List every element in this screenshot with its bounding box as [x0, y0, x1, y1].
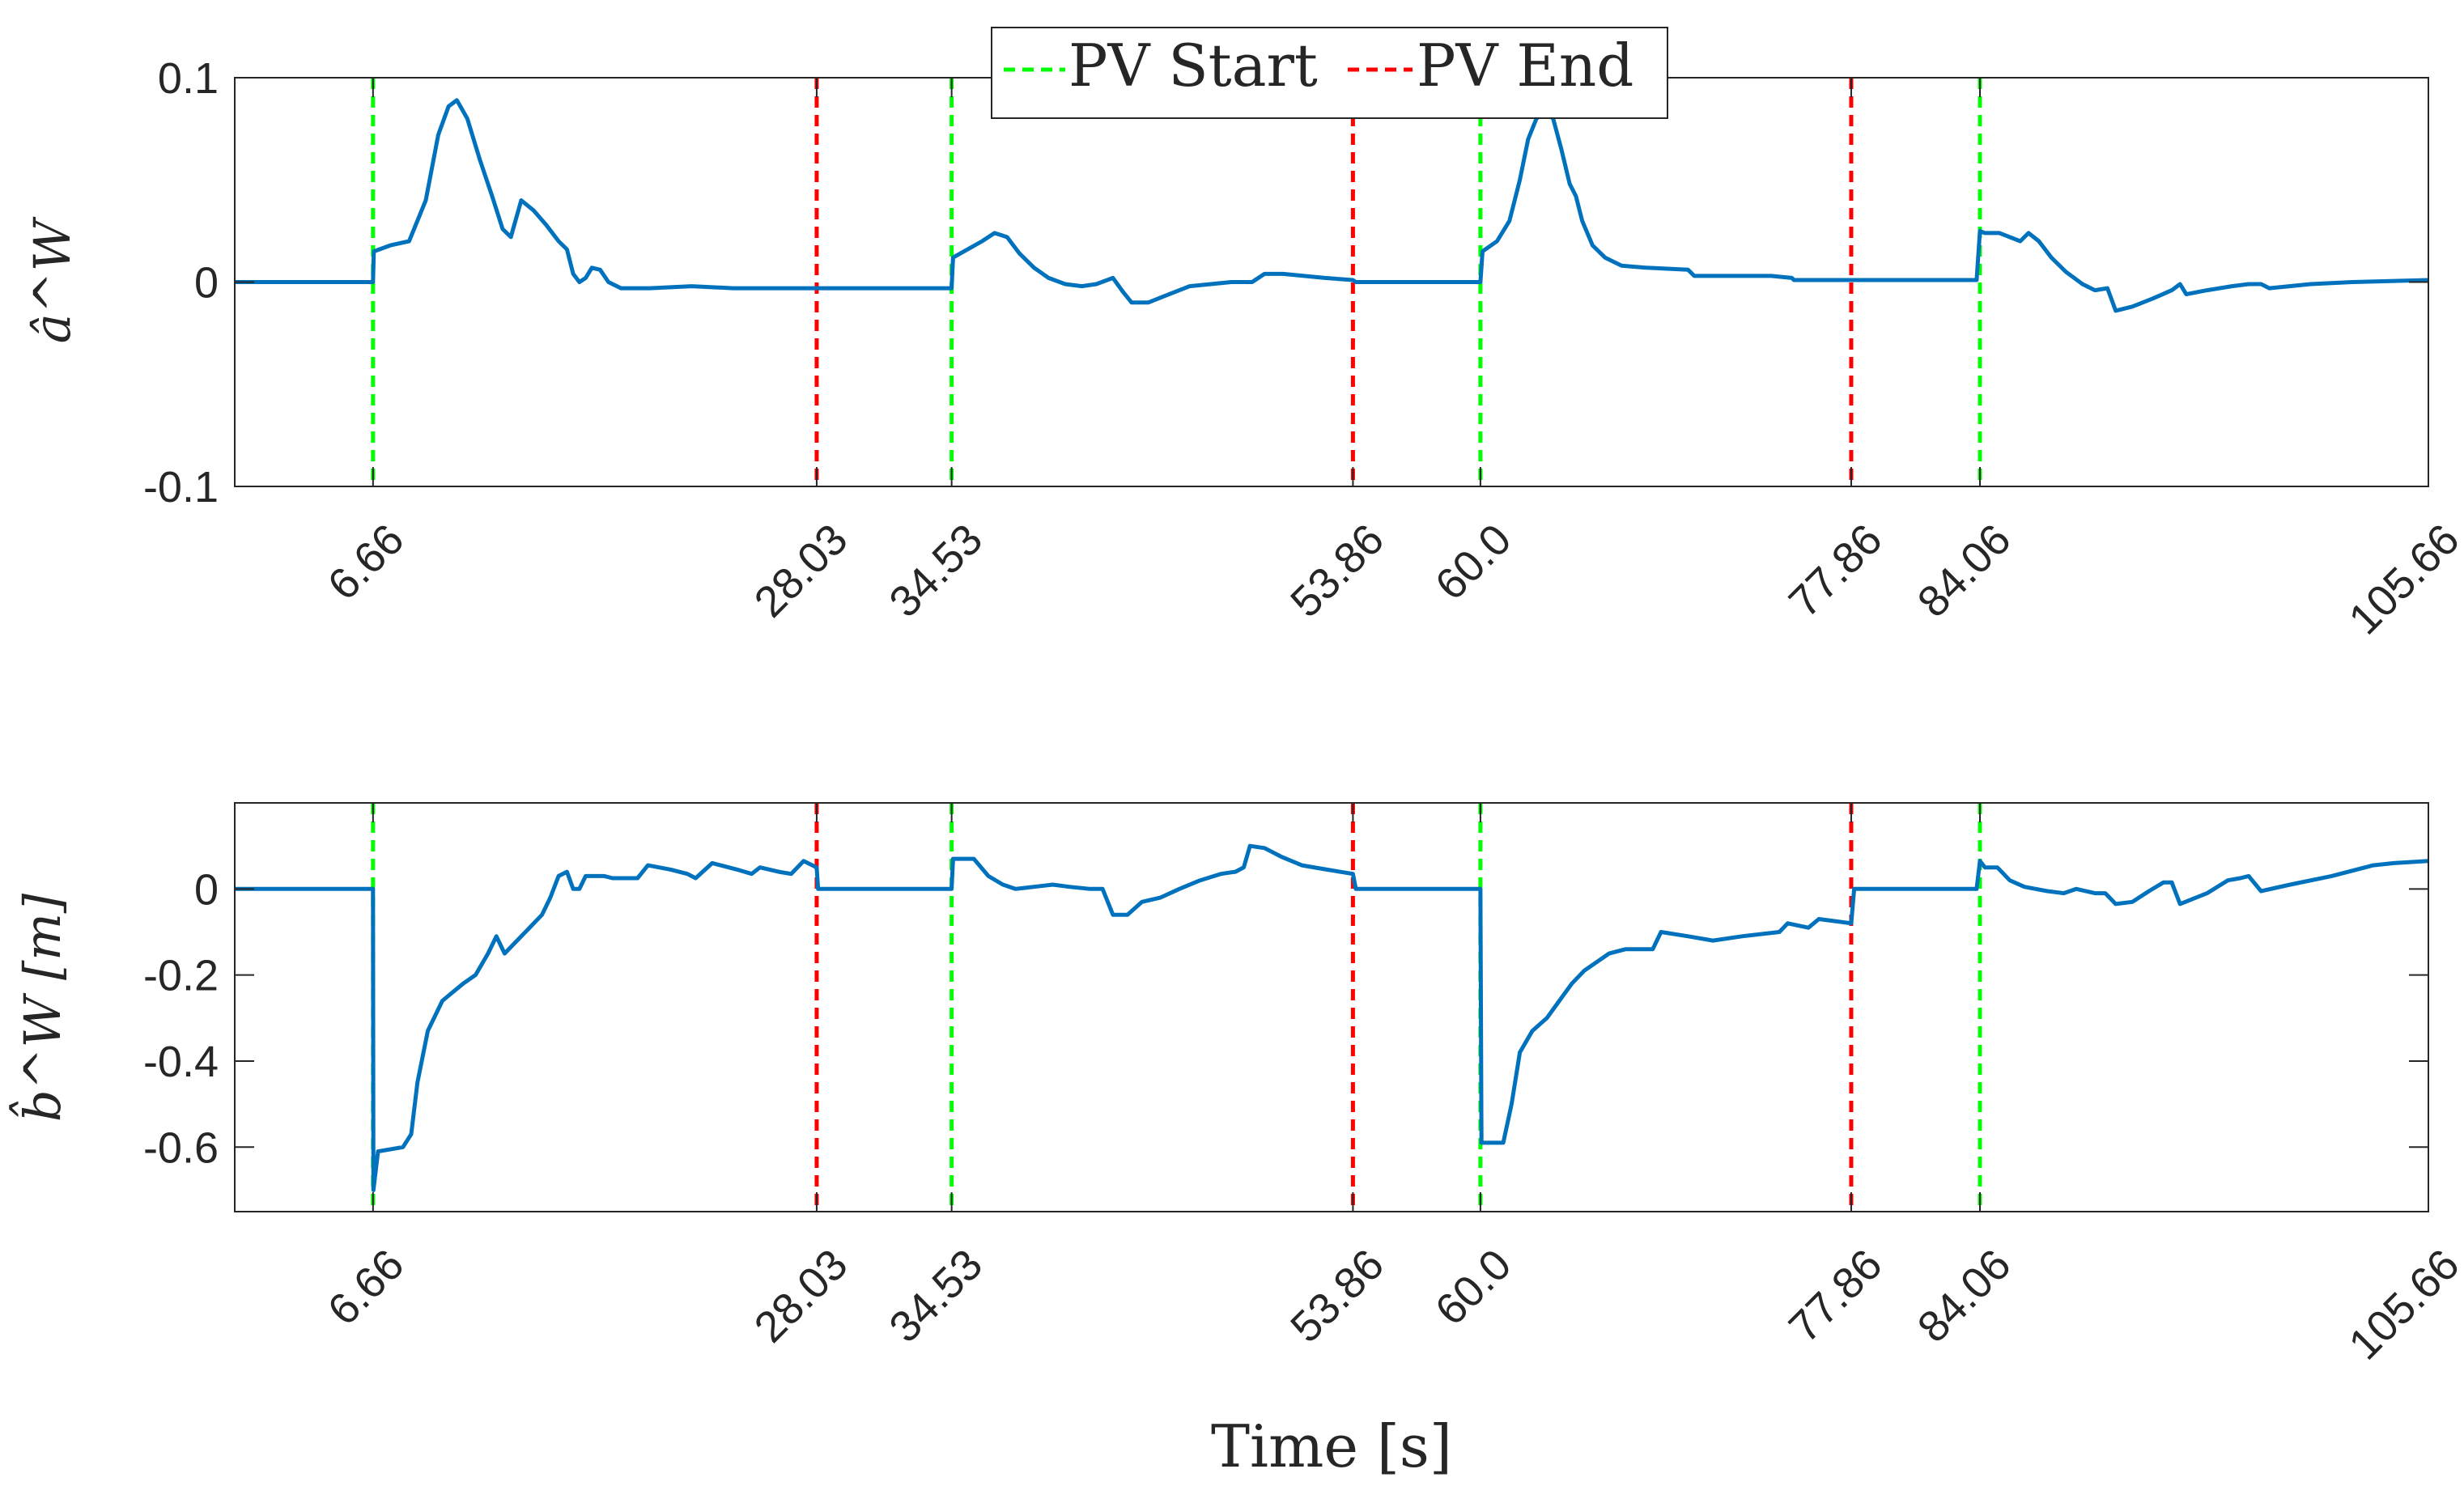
- legend: PV Start PV End: [991, 27, 1668, 119]
- bottom-xtick-label-0: 6.66: [319, 1240, 414, 1335]
- bottom-xlabel: Time [s]: [1211, 1412, 1452, 1480]
- top-xtick-label-5: 77.86: [1780, 515, 1892, 626]
- top-axes: -0.1 0 0.1 6.66 28.03 34.53 53.86 60.0 77.86 84.…: [23, 54, 2464, 643]
- bottom-xtick-label-5: 77.86: [1780, 1240, 1892, 1352]
- bottom-ytick-label-1: -0.4: [143, 1038, 219, 1086]
- bottom-xtick-label-3: 53.86: [1281, 1240, 1393, 1352]
- bottom-xtick-label-6: 84.06: [1909, 1240, 2020, 1352]
- top-xtick-label-7: 105.66: [2339, 515, 2464, 643]
- top-yticks: -0.1 0 0.1: [143, 54, 2428, 512]
- bottom-axes: -0.6 -0.4 -0.2 0 6.66 28.03 34.53 53.86 60.0 77.…: [9, 802, 2464, 1480]
- bottom-xtick-label-7: 105.66: [2339, 1240, 2464, 1369]
- bottom-xtick-label-1: 28.03: [746, 1240, 857, 1352]
- top-ytick-label-1: 0: [194, 259, 219, 308]
- legend-box: [991, 27, 1668, 119]
- top-xticks: 6.66 28.03 34.53 53.86 60.0 77.86 84.06 105.66: [319, 78, 2464, 643]
- top-ytick-label-2: 0.1: [158, 54, 219, 103]
- bottom-ytick-label-3: 0: [194, 865, 219, 914]
- top-series: [235, 98, 2429, 313]
- top-vlines: [371, 78, 1982, 486]
- legend-label-pv-start: PV Start: [1068, 32, 1318, 100]
- bottom-series: [235, 843, 2429, 1192]
- bottom-vlines: [371, 803, 1982, 1212]
- top-xtick-label-4: 60.0: [1426, 515, 1521, 609]
- legend-label-pv-end: PV End: [1417, 32, 1633, 100]
- bottom-series-line-0: [235, 843, 2429, 1192]
- top-xtick-label-3: 53.86: [1281, 515, 1393, 626]
- top-ylabel: â^W: [23, 216, 82, 343]
- bottom-axes-box: [234, 802, 2429, 1212]
- top-xtick-label-2: 34.53: [880, 515, 992, 626]
- top-ytick-label-0: -0.1: [143, 463, 219, 512]
- top-xtick-label-0: 6.66: [319, 515, 414, 609]
- top-xtick-label-1: 28.03: [746, 515, 857, 626]
- bottom-xtick-label-2: 34.53: [880, 1240, 992, 1352]
- bottom-ylabel: b̂^W [m]: [9, 893, 72, 1122]
- top-xtick-label-6: 84.06: [1909, 515, 2020, 626]
- bottom-xtick-label-4: 60.0: [1426, 1240, 1521, 1335]
- bottom-ytick-label-0: -0.6: [143, 1123, 219, 1172]
- top-series-line-0: [235, 98, 2429, 313]
- top-axes-box: [234, 77, 2429, 487]
- bottom-yticks: -0.6 -0.4 -0.2 0: [143, 865, 2428, 1172]
- bottom-ytick-label-2: -0.2: [143, 952, 219, 1000]
